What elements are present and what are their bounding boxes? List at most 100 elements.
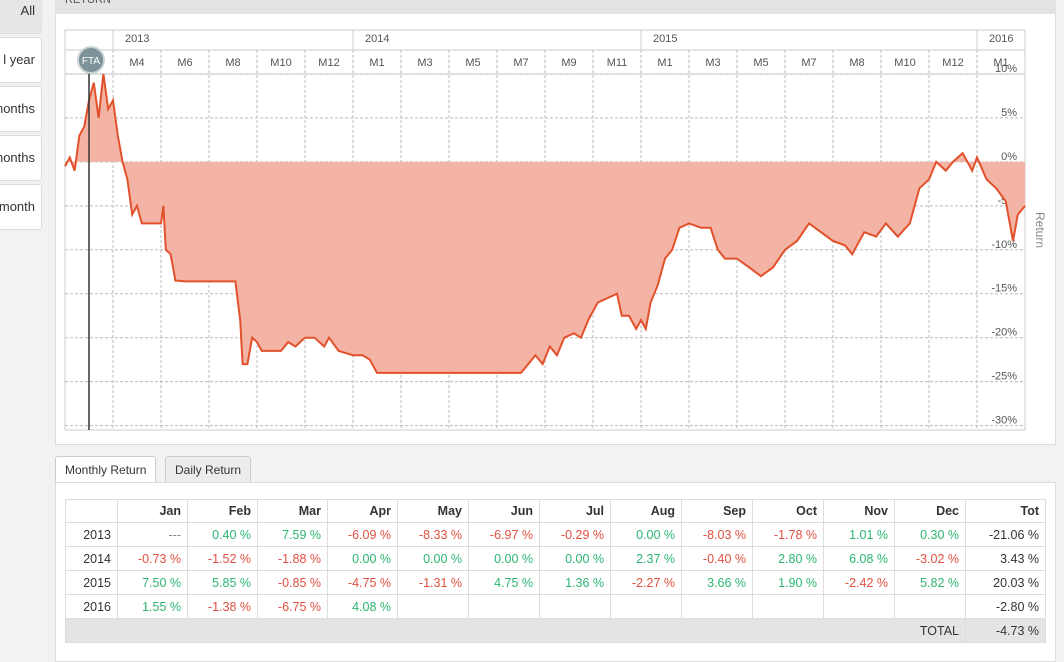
- return-cell: 7.50 %: [117, 570, 188, 595]
- total-label: TOTAL: [65, 618, 966, 643]
- return-cell: -1.78 %: [752, 522, 824, 547]
- return-cell: 3.66 %: [681, 570, 753, 595]
- x-tick-label: M5: [465, 57, 480, 69]
- header-cell: Apr: [327, 499, 398, 523]
- x-tick-label: M8: [225, 57, 240, 69]
- x-tick-label: M10: [270, 57, 291, 69]
- marker-label: FTA: [82, 56, 100, 67]
- return-cell: 0.00 %: [327, 546, 398, 571]
- range-button[interactable]: l year: [0, 37, 42, 83]
- return-cell: -3.02 %: [894, 546, 966, 571]
- range-button[interactable]: months: [0, 86, 42, 132]
- return-cell: -1.52 %: [187, 546, 258, 571]
- return-cell: -6.09 %: [327, 522, 398, 547]
- return-cell: 4.75 %: [468, 570, 540, 595]
- year-cell: 2014: [65, 546, 118, 571]
- year-tick-label: 2015: [653, 33, 677, 45]
- y-axis-label: Return: [1033, 212, 1047, 248]
- return-cell: 0.40 %: [187, 522, 258, 547]
- header-cell: Jul: [539, 499, 611, 523]
- range-button[interactable]: All: [0, 0, 42, 34]
- return-cell: 5.82 %: [894, 570, 966, 595]
- header-cell: Sep: [681, 499, 753, 523]
- empty-cell: [823, 594, 895, 619]
- empty-cell: [468, 594, 540, 619]
- tab[interactable]: Monthly Return: [55, 456, 157, 483]
- return-cell: -0.73 %: [117, 546, 188, 571]
- return-cell: -2.27 %: [610, 570, 682, 595]
- return-cell: 1.01 %: [823, 522, 895, 547]
- x-tick-label: M9: [561, 57, 576, 69]
- x-tick-label: M5: [753, 57, 768, 69]
- return-cell: 7.59 %: [257, 522, 328, 547]
- return-cell: 0.00 %: [539, 546, 611, 571]
- empty-cell: [681, 594, 753, 619]
- return-cell: ---: [117, 522, 188, 547]
- header-cell: Jan: [117, 499, 188, 523]
- return-cell: 0.00 %: [397, 546, 469, 571]
- x-tick-label: M1: [369, 57, 384, 69]
- empty-cell: [752, 594, 824, 619]
- area: [65, 73, 1025, 373]
- return-cell: 6.08 %: [823, 546, 895, 571]
- return-cell: -6.97 %: [468, 522, 540, 547]
- range-button[interactable]: month: [0, 184, 42, 230]
- line: [64, 73, 1026, 374]
- header-row: Jan Feb Mar Apr May Jun Jul Aug Sep Oct Nov Dec Tot: [65, 499, 1046, 523]
- panel-title: RETURN: [55, 0, 1056, 14]
- header-cell: May: [397, 499, 469, 523]
- return-cell: 1.90 %: [752, 570, 824, 595]
- header-cell: Jun: [468, 499, 540, 523]
- table-row: 2015 7.50 % 5.85 % -0.85 % -4.75 % -1.31 % 4.7…: [65, 570, 1046, 595]
- year-tick-label: 2016: [989, 33, 1013, 45]
- year-tick-label: 2014: [365, 33, 389, 45]
- monthly-return-table: Jan Feb Mar Apr May Jun Jul Aug Sep Oct Nov Dec Tot 2…: [65, 499, 1046, 643]
- x-tick-label: M12: [942, 57, 963, 69]
- return-cell: 2.37 %: [610, 546, 682, 571]
- header-cell: Mar: [257, 499, 328, 523]
- empty-cell: [539, 594, 611, 619]
- tab[interactable]: Daily Return: [165, 456, 252, 482]
- return-cell: -6.75 %: [257, 594, 328, 619]
- year-cell: 2016: [65, 594, 118, 619]
- y-tick-label: -15%: [991, 283, 1017, 295]
- y-tick-label: -10%: [991, 239, 1017, 251]
- x-tick-label: M1: [657, 57, 672, 69]
- x-tick-label: M10: [894, 57, 915, 69]
- empty-cell: [610, 594, 682, 619]
- return-cell: -1.88 %: [257, 546, 328, 571]
- header-cell: Nov: [823, 499, 895, 523]
- x-tick-label: M4: [129, 57, 144, 69]
- return-cell: -2.42 %: [823, 570, 895, 595]
- return-cell: -0.29 %: [539, 522, 611, 547]
- marker-flag: [77, 46, 105, 74]
- header-cell: Dec: [894, 499, 966, 523]
- total-cell: 20.03 %: [965, 570, 1046, 595]
- year-tick-label: 2013: [125, 33, 149, 45]
- y-tick-label: -25%: [991, 371, 1017, 383]
- y-tick-label: -20%: [991, 327, 1017, 339]
- header-cell: Tot: [965, 499, 1046, 523]
- x-tick-label: M7: [801, 57, 816, 69]
- return-cell: 0.00 %: [468, 546, 540, 571]
- year-cell: 2015: [65, 570, 118, 595]
- y-tick-label: 10%: [995, 63, 1017, 75]
- table-row: 2016 1.55 % -1.38 % -6.75 % 4.08 % -2.80 %: [65, 594, 1046, 619]
- x-tick-label: M6: [177, 57, 192, 69]
- total-cell: -21.06 %: [965, 522, 1046, 547]
- y-tick-label: 0%: [1001, 151, 1017, 163]
- year-cell: 2013: [65, 522, 118, 547]
- return-cell: 5.85 %: [187, 570, 258, 595]
- header-cell: Oct: [752, 499, 824, 523]
- empty-cell: [397, 594, 469, 619]
- return-cell: 4.08 %: [327, 594, 398, 619]
- header-cell: Aug: [610, 499, 682, 523]
- x-tick-label: M11: [607, 57, 628, 69]
- table-row: 2014 -0.73 % -1.52 % -1.88 % 0.00 % 0.00 % 0.0…: [65, 546, 1046, 571]
- range-button[interactable]: months: [0, 135, 42, 181]
- total-cell: 3.43 %: [965, 546, 1046, 571]
- header-cell: Feb: [187, 499, 258, 523]
- return-cell: -8.33 %: [397, 522, 469, 547]
- y-tick-label: 5%: [1001, 107, 1017, 119]
